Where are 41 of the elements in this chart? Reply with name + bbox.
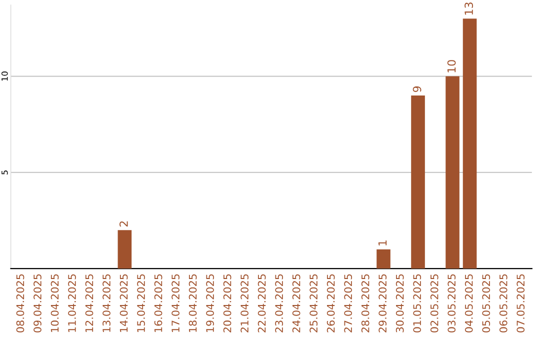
data-label: 1 [378,240,387,246]
data-label: 9 [412,86,422,92]
data-label: 10 [447,60,456,72]
x-tick-label: 27.04.2025 [344,274,352,332]
x-tick-label: 18.04.2025 [188,274,197,332]
x-tick-label: 10.04.2025 [50,274,59,332]
x-tick-label: 20.04.2025 [223,274,232,332]
data-label: 13 [464,2,474,15]
bar [118,230,132,269]
bar [446,76,460,269]
x-tick-label: 03.05.2025 [448,274,456,332]
x-tick-label: 16.04.2025 [154,274,162,332]
x-tick-label: 13.04.2025 [102,274,110,332]
x-tick-label: 26.04.2025 [326,274,335,332]
x-tick-label: 05.05.2025 [482,274,490,332]
x-tick-label: 23.04.2025 [275,274,283,332]
x-tick-label: 08.04.2025 [16,274,24,332]
x-tick-label: 07.05.2025 [516,274,525,332]
x-tick-label: 30.04.2025 [396,274,404,332]
y-tick-label: 5 [2,170,8,174]
x-tick-label: 21.04.2025 [240,274,248,332]
x-tick-label: 19.04.2025 [206,274,214,332]
x-tick-label: 01.05.2025 [413,274,422,332]
x-tick-label: 22.04.2025 [258,274,266,332]
x-tick-label: 17.04.2025 [172,274,180,332]
data-label: 2 [120,221,128,227]
bar [376,249,390,269]
x-tick-label: 02.05.2025 [430,274,438,332]
x-tick-label: 15.04.2025 [137,274,145,332]
x-tick-label: 11.04.2025 [68,274,76,332]
x-tick-label: 04.05.2025 [464,274,473,332]
x-tick-label: 24.04.2025 [292,274,300,332]
x-tick-label: 06.05.2025 [499,274,508,332]
x-tick-label: 28.04.2025 [361,274,370,332]
bar [411,96,425,269]
bar [462,18,477,269]
x-tick-label: 12.04.2025 [85,274,94,332]
x-tick-label: 09.04.2025 [34,274,42,332]
x-tick-label: 25.04.2025 [310,274,318,332]
x-tick-label: 14.04.2025 [120,274,128,332]
x-tick-label: 29.04.2025 [378,274,387,332]
